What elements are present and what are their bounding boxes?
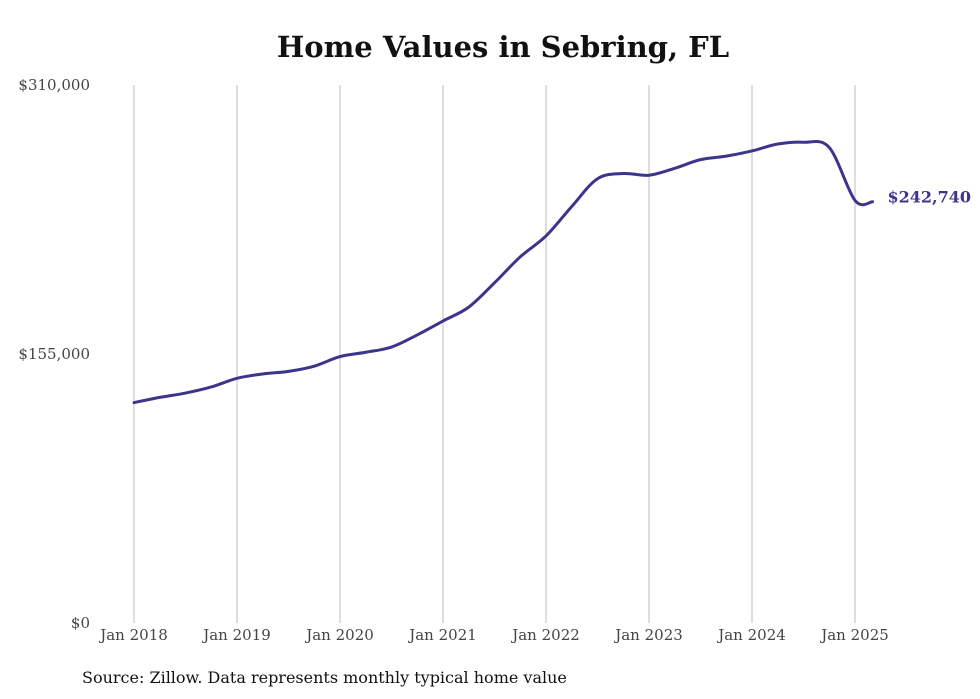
x-tick-label: Jan 2023 xyxy=(613,626,683,644)
data-point xyxy=(338,355,342,358)
data-point xyxy=(647,174,651,177)
data-point xyxy=(132,401,136,404)
data-point xyxy=(673,167,676,170)
x-tick-label: Jan 2021 xyxy=(407,626,477,644)
end-value-label: $242,740 xyxy=(888,188,972,207)
data-point xyxy=(570,205,573,208)
data-point xyxy=(725,154,728,158)
source-note: Source: Zillow. Data represents monthly … xyxy=(82,668,567,687)
chart-title: Home Values in Sebring, FL xyxy=(276,30,730,64)
data-point xyxy=(441,319,445,323)
data-point xyxy=(853,199,857,202)
data-point xyxy=(871,200,874,203)
data-point xyxy=(467,305,470,309)
x-tick-label: Jan 2020 xyxy=(304,626,374,644)
gridlines xyxy=(133,85,856,623)
y-tick-label: $155,000 xyxy=(18,345,90,363)
data-point xyxy=(802,141,805,144)
x-tick-label: Jan 2024 xyxy=(716,626,786,644)
x-tick-label: Jan 2018 xyxy=(98,626,168,644)
data-point xyxy=(184,391,187,395)
data-point xyxy=(544,234,548,238)
data-point xyxy=(416,333,419,337)
data-point xyxy=(699,158,702,161)
x-tick-label: Jan 2022 xyxy=(510,626,580,644)
series-layer: $242,740 xyxy=(132,139,972,405)
data-point xyxy=(596,177,599,180)
data-point xyxy=(235,377,239,380)
y-tick-label: $0 xyxy=(71,614,90,632)
data-point xyxy=(622,172,625,175)
data-point xyxy=(364,351,367,354)
x-tick-label: Jan 2025 xyxy=(819,626,889,644)
x-tick-label: Jan 2019 xyxy=(201,626,271,644)
x-axis-ticks: Jan 2018 Jan 2019 Jan 2020 Jan 2021 Jan 2022… xyxy=(98,626,889,644)
data-point xyxy=(210,385,213,389)
series-line-0 xyxy=(132,139,875,405)
data-point xyxy=(750,149,754,153)
data-point xyxy=(519,255,522,259)
data-point xyxy=(261,372,264,376)
data-point xyxy=(287,370,290,373)
data-point xyxy=(390,345,393,349)
data-point xyxy=(828,146,831,149)
data-point xyxy=(158,396,161,399)
data-point xyxy=(493,281,496,285)
data-point xyxy=(313,364,316,368)
data-point xyxy=(776,142,779,146)
y-tick-label: $310,000 xyxy=(18,76,90,94)
y-axis-ticks: $0 $155,000 $310,000 xyxy=(18,76,90,632)
